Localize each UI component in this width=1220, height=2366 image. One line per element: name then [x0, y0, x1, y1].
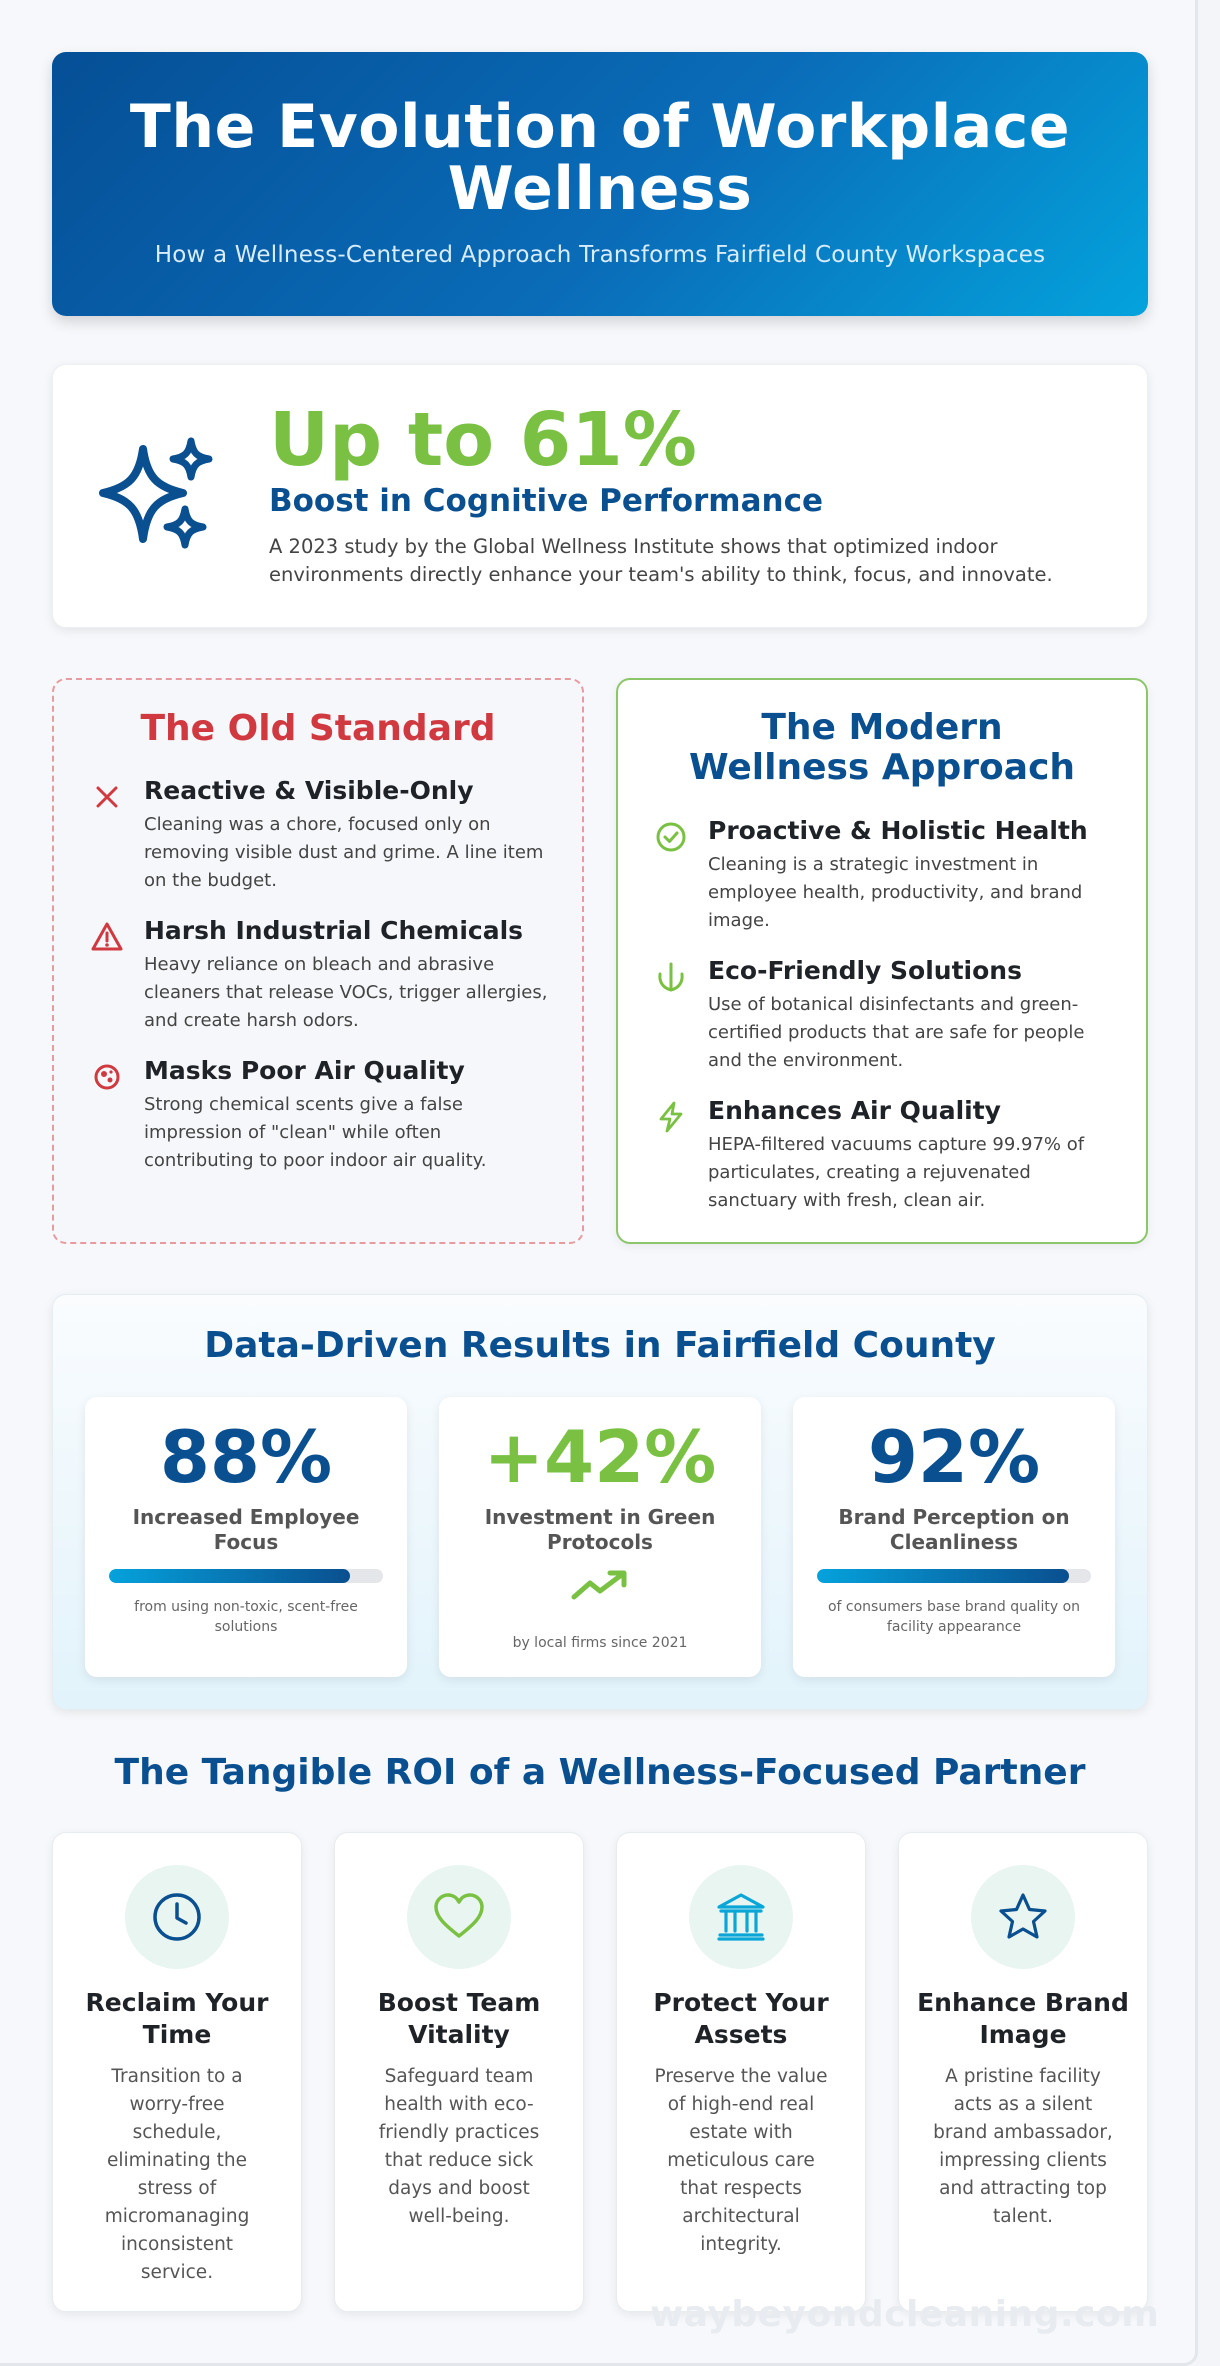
metric-progress-fill: [109, 1569, 351, 1583]
old-item-text: Heavy reliance on bleach and abrasive cl…: [144, 954, 548, 1031]
metric-value: 92%: [867, 1415, 1041, 1499]
metric-label: Increased Employee Focus: [132, 1505, 360, 1554]
star-icon: [999, 1893, 1047, 1939]
metric-note: of consumers base brand quality on facil…: [827, 1599, 1081, 1635]
stat-headline: Boost in Cognitive Performance: [269, 483, 823, 519]
trending-up-icon: [571, 1570, 627, 1600]
modern-item-text: HEPA-filtered vacuums capture 99.97% of …: [708, 1134, 1085, 1211]
check-circle-icon: [656, 822, 686, 852]
roi-title: The Tangible ROI of a Wellness-Focused P…: [114, 1752, 1086, 1793]
stat-value: Up to 61%: [269, 397, 697, 483]
metric-label: Investment in Green Protocols: [484, 1505, 716, 1554]
old-item-air: Masks Poor Air Quality Strong chemical s…: [90, 1056, 550, 1175]
clock-icon: [153, 1893, 201, 1941]
metric-note: by local firms since 2021: [512, 1635, 688, 1651]
old-item-reactive: Reactive & Visible-Only Cleaning was a c…: [90, 776, 550, 895]
roi-card-assets: Protect Your Assets Preserve the value o…: [616, 1832, 866, 2312]
modern-item-proactive: Proactive & Holistic Health Cleaning is …: [654, 816, 1114, 935]
old-item-text: Cleaning was a chore, focused only on re…: [144, 814, 544, 891]
metric-brand: 92% Brand Perception on Cleanliness of c…: [793, 1397, 1115, 1677]
stat-description: A 2023 study by the Global Wellness Inst…: [269, 535, 1053, 586]
modern-item-title: Eco-Friendly Solutions: [708, 956, 1022, 985]
metric-focus: 88% Increased Employee Focus from using …: [85, 1397, 407, 1677]
modern-item-title: Proactive & Holistic Health: [708, 816, 1088, 845]
old-item-text: Strong chemical scents give a false impr…: [144, 1094, 487, 1171]
lightning-icon: [659, 1101, 683, 1133]
watermark: waybeyondcleaning.com: [650, 2294, 1160, 2335]
roi-card-title: Protect Your Assets: [653, 1988, 829, 2049]
roi-icon-circle: [407, 1865, 511, 1969]
leaf-icon: [658, 962, 684, 992]
sparkles-icon: [99, 437, 213, 549]
roi-card-title: Reclaim Your Time: [85, 1988, 269, 2049]
modern-approach-title: The Modern Wellness Approach: [688, 707, 1076, 788]
metric-progress-bar: [109, 1569, 383, 1583]
roi-card-time: Reclaim Your Time Transition to a worry-…: [52, 1832, 302, 2312]
modern-item-title: Enhances Air Quality: [708, 1096, 1001, 1125]
roi-card-text: Preserve the value of high-end real esta…: [654, 2066, 828, 2255]
modern-approach-card: The Modern Wellness Approach Proactive &…: [616, 678, 1148, 1244]
old-item-title: Reactive & Visible-Only: [144, 776, 474, 805]
x-mark-icon: [96, 786, 118, 808]
cognitive-stat-card: Up to 61% Boost in Cognitive Performance…: [52, 364, 1148, 628]
virus-icon: [94, 1064, 120, 1090]
modern-item-air: Enhances Air Quality HEPA-filtered vacuu…: [654, 1096, 1114, 1215]
heart-icon: [434, 1893, 484, 1938]
metric-value: 88%: [159, 1415, 333, 1499]
page-title: The Evolution of Workplace Wellness: [129, 92, 1071, 224]
page-subtitle: How a Wellness-Centered Approach Transfo…: [154, 242, 1046, 268]
roi-card-text: A pristine facility acts as a silent bra…: [933, 2066, 1113, 2227]
metric-note: from using non-toxic, scent-free solutio…: [134, 1599, 358, 1635]
bank-building-icon: [717, 1893, 765, 1941]
modern-item-text: Cleaning is a strategic investment in em…: [708, 854, 1083, 931]
metric-progress-fill: [817, 1569, 1070, 1583]
modern-item-text: Use of botanical disinfectants and green…: [708, 994, 1085, 1071]
old-standard-card: The Old Standard Reactive & Visible-Only…: [52, 678, 584, 1244]
metric-progress-bar: [817, 1569, 1091, 1583]
roi-card-vitality: Boost Team Vitality Safeguard team healt…: [334, 1832, 584, 2312]
results-title: Data-Driven Results in Fairfield County: [204, 1325, 996, 1366]
metric-green: +42% Investment in Green Protocols by lo…: [439, 1397, 761, 1677]
roi-card-text: Transition to a worry-free schedule, eli…: [104, 2066, 250, 2283]
old-item-chemicals: Harsh Industrial Chemicals Heavy relianc…: [90, 916, 550, 1035]
modern-item-eco: Eco-Friendly Solutions Use of botanical …: [654, 956, 1114, 1075]
old-item-title: Harsh Industrial Chemicals: [144, 916, 524, 945]
roi-card-title: Enhance Brand Image: [917, 1988, 1129, 2049]
roi-card-brand: Enhance Brand Image A pristine facility …: [898, 1832, 1148, 2312]
metric-label: Brand Perception on Cleanliness: [838, 1505, 1070, 1554]
old-item-title: Masks Poor Air Quality: [144, 1056, 465, 1085]
roi-icon-circle: [971, 1865, 1075, 1969]
metric-value: +42%: [483, 1415, 717, 1499]
warning-triangle-icon: [91, 922, 123, 951]
old-standard-title: The Old Standard: [140, 708, 496, 749]
results-section: Data-Driven Results in Fairfield County …: [52, 1294, 1148, 1710]
roi-icon-circle: [689, 1865, 793, 1969]
roi-icon-circle: [125, 1865, 229, 1969]
roi-card-text: Safeguard team health with eco-friendly …: [378, 2066, 540, 2227]
roi-card-title: Boost Team Vitality: [377, 1988, 541, 2049]
hero-header: The Evolution of Workplace Wellness How …: [52, 52, 1148, 316]
